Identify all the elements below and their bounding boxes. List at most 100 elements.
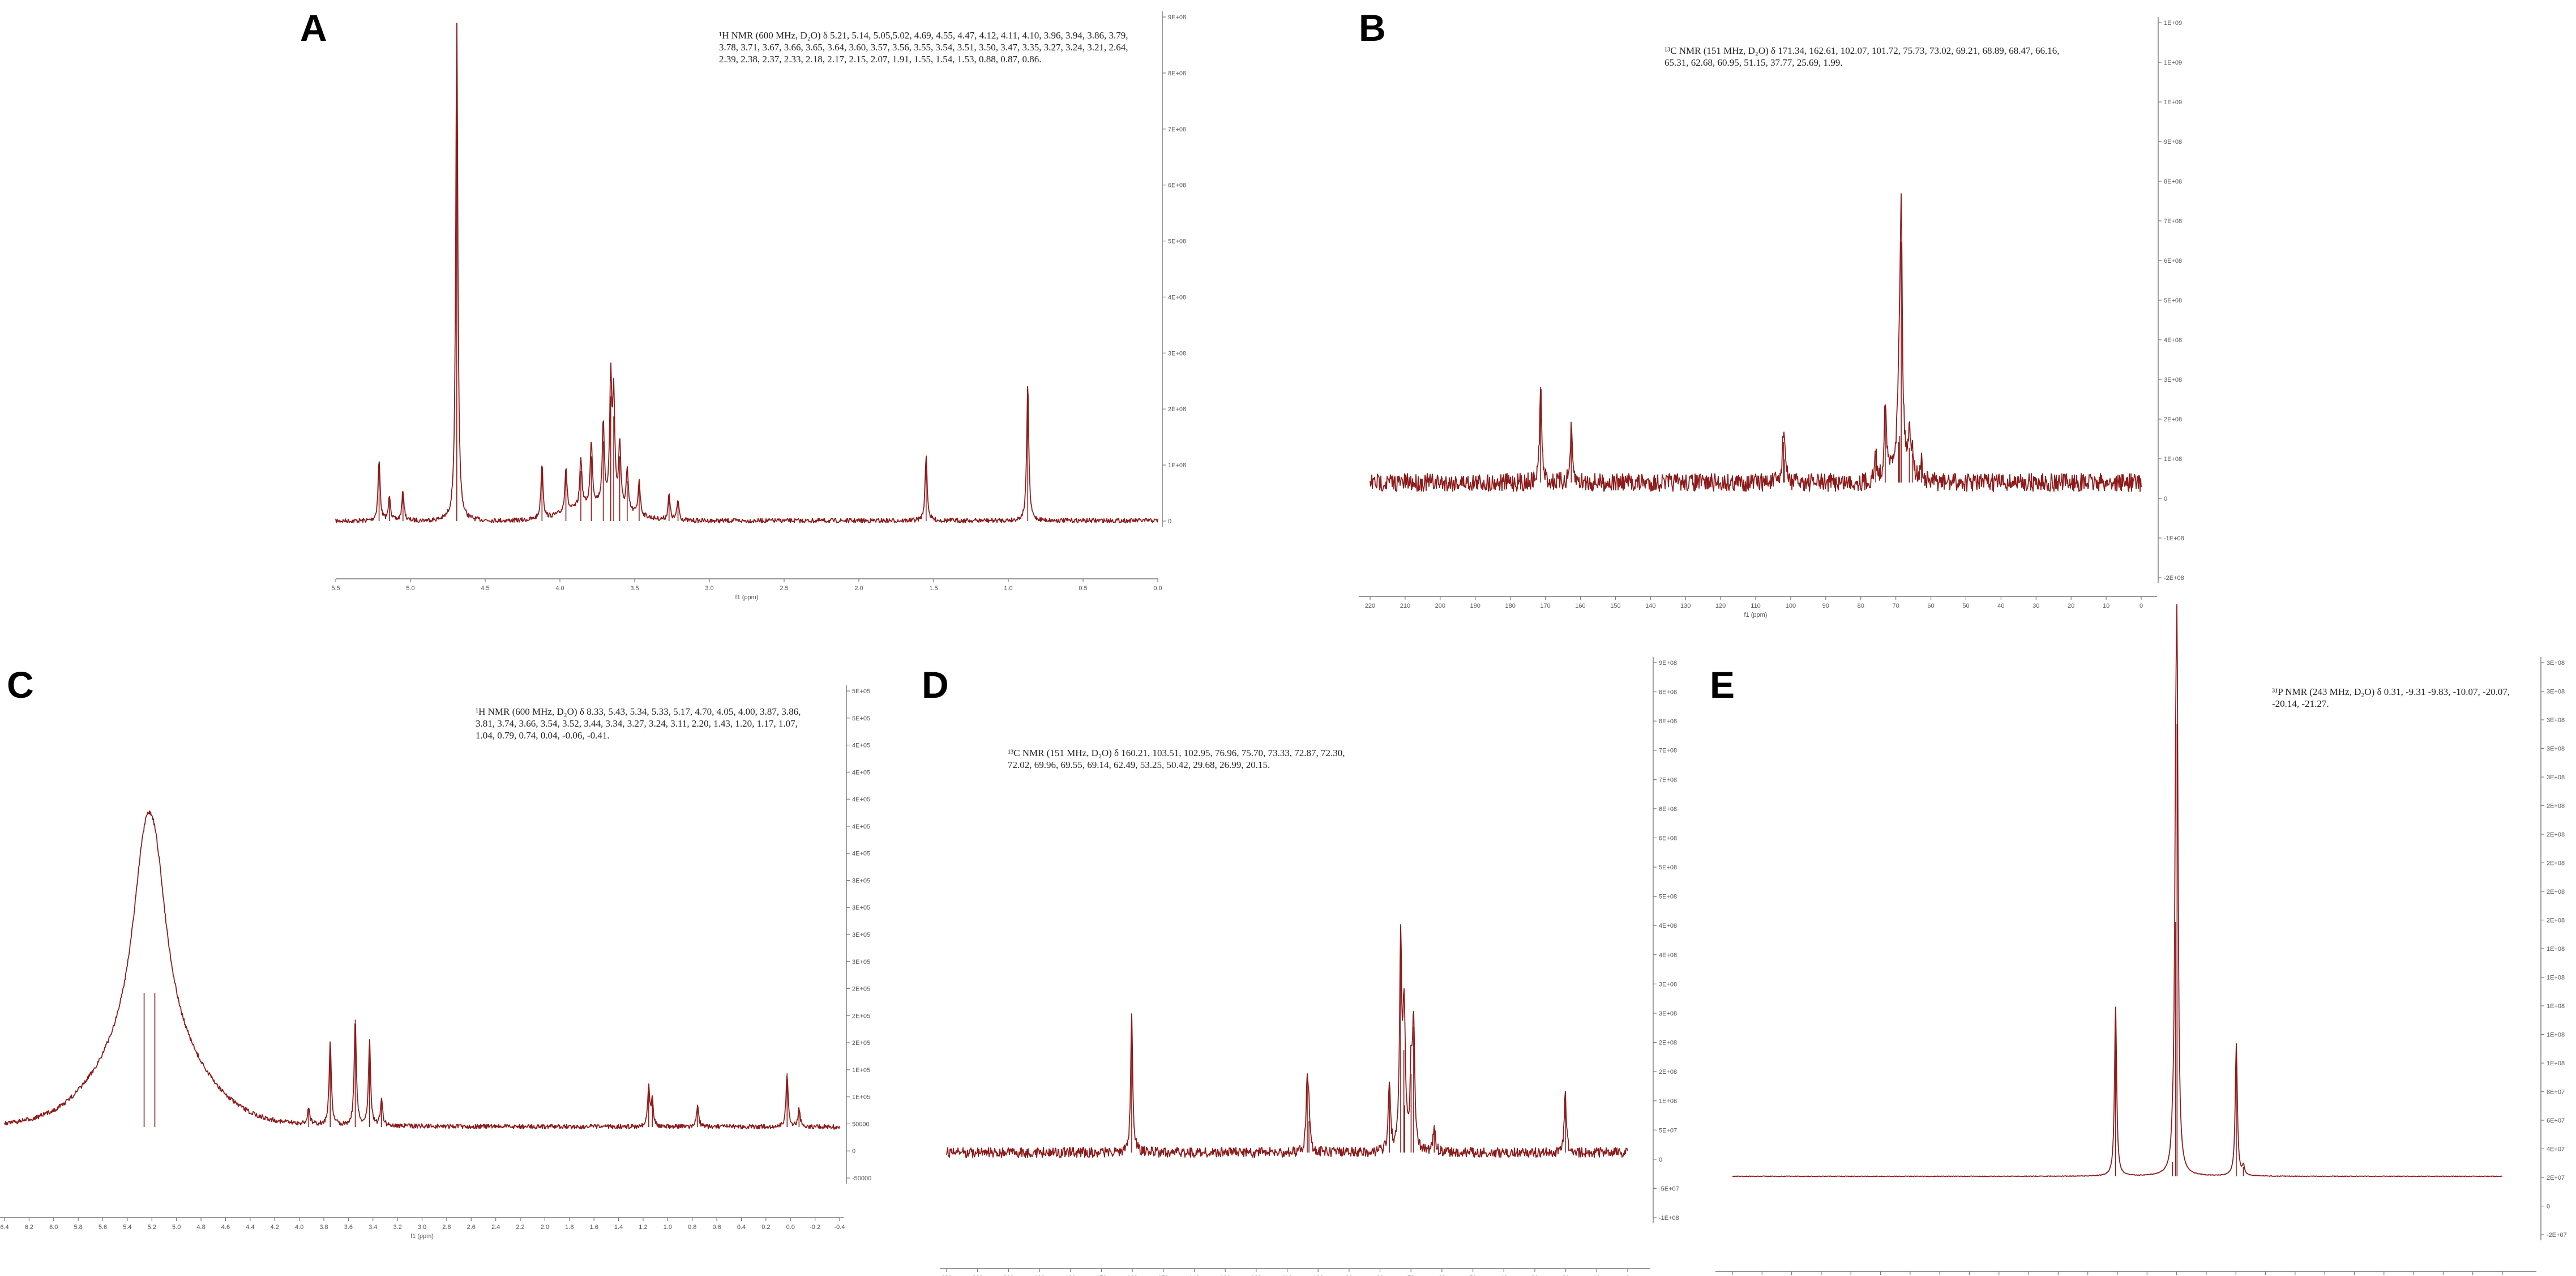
y-tick-label: 0 xyxy=(2547,1204,2550,1210)
x-tick-label: 100 xyxy=(1786,603,1796,609)
x-tick-label: 160 xyxy=(1127,1275,1137,1276)
y-tick-label: 1E+08 xyxy=(1168,462,1186,469)
x-tick-label: 120 xyxy=(1715,603,1726,609)
x-tick-label: 0.6 xyxy=(712,1224,721,1231)
x-tick-label: 200 xyxy=(1435,603,1445,609)
x-tick-label: 0.5 xyxy=(1079,585,1087,592)
x-tick-label: 110 xyxy=(1751,603,1761,609)
y-tick-label: 50000 xyxy=(852,1121,870,1128)
x-tick-label: 150 xyxy=(1158,1275,1169,1276)
x-tick-label: 1.0 xyxy=(664,1224,672,1231)
x-tick-label: 3.2 xyxy=(393,1224,401,1231)
x-tick-label: 0.8 xyxy=(688,1224,696,1231)
x-tick-label: 130 xyxy=(1220,1275,1230,1276)
x-tick-label: 3.0 xyxy=(418,1224,426,1231)
x-tick-label: 100 xyxy=(1313,1275,1323,1276)
nmr-annotation-line: ¹H NMR (600 MHz, D₂O) δ 8.33, 5.43, 5.34… xyxy=(476,706,801,717)
y-tick-label: 7E+08 xyxy=(2164,218,2182,225)
x-tick-label: 40 xyxy=(1997,603,2004,609)
panel-letter: D xyxy=(922,664,949,706)
x-tick-label: 60 xyxy=(1439,1275,1445,1276)
y-tick-label: 2E+05 xyxy=(852,1040,870,1047)
x-tick-label: 1.0 xyxy=(1004,585,1012,592)
panel-letter: A xyxy=(300,7,327,49)
x-tick-label: 10 xyxy=(2103,603,2109,609)
y-tick-label: 1E+08 xyxy=(2547,975,2565,981)
x-tick-label: 140 xyxy=(1189,1275,1199,1276)
panel-letter: E xyxy=(1710,664,1735,706)
y-tick-label: 3E+08 xyxy=(1168,350,1186,357)
y-tick-label: 1E+08 xyxy=(2547,1032,2565,1039)
y-tick-label: 3E+05 xyxy=(852,932,870,938)
y-tick-label: 5E+08 xyxy=(2164,297,2182,304)
y-tick-label: 2E+08 xyxy=(2547,831,2565,838)
x-axis-label: f1 (ppm) xyxy=(735,594,759,601)
x-tick-label: 90 xyxy=(1346,1275,1353,1276)
panel-d: D ¹³C NMR (151 MHz, D₂O) δ 160.21, 103.51… xyxy=(922,657,1679,1276)
x-tick-label: 160 xyxy=(1575,603,1585,609)
y-tick-label: 4E+05 xyxy=(852,742,870,749)
x-tick-label: 1.8 xyxy=(565,1224,574,1231)
x-tick-label: 1.5 xyxy=(929,585,938,592)
x-tick-label: 2.8 xyxy=(442,1224,451,1231)
x-tick-label: 6.2 xyxy=(25,1224,33,1231)
y-tick-label: 6E+08 xyxy=(1659,835,1677,842)
x-tick-label: 2.4 xyxy=(491,1224,500,1231)
y-tick-label: 2E+05 xyxy=(852,1013,870,1019)
x-tick-label: 5.6 xyxy=(99,1224,107,1231)
nmr-annotation-line: ¹³C NMR (151 MHz, D₂O) δ 160.21, 103.51,… xyxy=(1008,748,1345,758)
y-tick-label: -1E+08 xyxy=(1659,1215,1679,1222)
x-tick-label: 1.6 xyxy=(590,1224,598,1231)
x-tick-label: 0 xyxy=(2139,603,2143,609)
x-tick-label: 220 xyxy=(1365,603,1375,609)
x-tick-label: 4.4 xyxy=(246,1224,254,1231)
spectrum-trace xyxy=(1370,193,2142,492)
x-tick-label: 20 xyxy=(1563,1275,1569,1276)
x-tick-label: 30 xyxy=(2032,603,2039,609)
y-tick-label: 2E+08 xyxy=(1168,406,1186,413)
y-tick-label: 3E+08 xyxy=(2547,746,2565,753)
y-tick-label: 1E+08 xyxy=(2164,456,2182,463)
x-tick-label: 6.0 xyxy=(49,1224,58,1231)
x-tick-label: 2.6 xyxy=(467,1224,476,1231)
x-tick-label: 50 xyxy=(1469,1275,1476,1276)
y-tick-label: 2E+07 xyxy=(2547,1175,2565,1181)
x-tick-label: 180 xyxy=(1066,1275,1076,1276)
x-tick-label: 10 xyxy=(1593,1275,1600,1276)
y-tick-label: 0 xyxy=(1168,518,1171,525)
x-tick-label: 0.0 xyxy=(1153,585,1162,592)
nmr-annotation-line: 72.02, 69.96, 69.55, 69.14, 62.49, 53.25… xyxy=(1008,759,1270,770)
x-tick-label: 210 xyxy=(1400,603,1410,609)
x-tick-label: 90 xyxy=(1822,603,1829,609)
y-tick-label: 0 xyxy=(1659,1156,1662,1163)
x-tick-label: 2.2 xyxy=(516,1224,524,1231)
y-tick-label: 3E+08 xyxy=(2164,377,2182,383)
x-tick-label: 5.8 xyxy=(74,1224,82,1231)
y-tick-label: -2E+07 xyxy=(2547,1232,2567,1239)
y-tick-label: 2E+08 xyxy=(2547,803,2565,810)
x-tick-label: 0.4 xyxy=(737,1224,746,1231)
y-tick-label: 9E+08 xyxy=(1168,14,1186,21)
y-tick-label: 7E+08 xyxy=(1168,126,1186,133)
y-tick-label: 2E+08 xyxy=(2547,917,2565,924)
nmr-annotation-line: ³¹P NMR (243 MHz, D₂O) δ 0.31, -9.31 -9.… xyxy=(2272,686,2510,697)
y-tick-label: 0 xyxy=(852,1148,855,1155)
y-tick-label: 1E+05 xyxy=(852,1067,870,1074)
x-tick-label: 0.0 xyxy=(786,1224,795,1231)
y-tick-label: 5E+05 xyxy=(852,715,870,722)
spectrum-trace xyxy=(946,924,1628,1158)
y-tick-label: 5E+07 xyxy=(1659,1127,1677,1134)
x-tick-label: 80 xyxy=(1858,603,1864,609)
x-tick-label: 2.0 xyxy=(854,585,863,592)
y-tick-label: 3E+08 xyxy=(2547,660,2565,667)
nmr-annotation-line: 3.81, 3.74, 3.66, 3.54, 3.52, 3.44, 3.34… xyxy=(476,718,798,729)
x-tick-label: 5.5 xyxy=(331,585,340,592)
x-tick-label: 220 xyxy=(942,1275,952,1276)
x-tick-label: 170 xyxy=(1540,603,1550,609)
x-tick-label: 1.2 xyxy=(639,1224,647,1231)
x-tick-label: 0 xyxy=(1626,1275,1629,1276)
y-tick-label: 1E+08 xyxy=(2547,1003,2565,1010)
y-tick-label: -50000 xyxy=(852,1175,871,1182)
x-tick-label: 20 xyxy=(2068,603,2074,609)
